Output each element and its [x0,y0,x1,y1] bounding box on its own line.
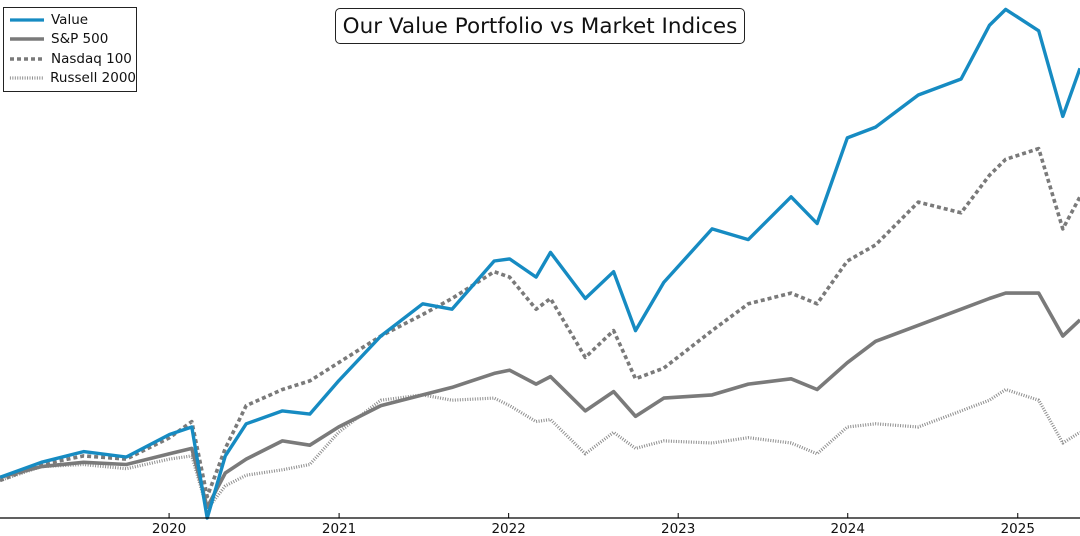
legend-swatch-sp500 [10,37,44,42]
series-layer [0,7,1080,520]
legend-entry-sp500: S&P 500 [4,30,136,50]
x-tick-label-2023: 2023 [661,521,695,536]
legend: Value S&P 500 Nasdaq 100 Russell 2000 [3,7,137,92]
legend-swatch-nasdaq [10,56,44,61]
legend-label-sp500: S&P 500 [51,31,109,48]
x-tick-label-2024: 2024 [831,521,865,536]
series-line-value [0,7,1080,520]
chart-title: Our Value Portfolio vs Market Indices [335,8,745,44]
series-line-russell-2000 [0,387,1080,511]
legend-swatch-value [10,18,44,22]
x-tick-label-2020: 2020 [152,521,186,536]
x-tick-layer: 2020 2021 2022 2023 2024 2025 [152,513,1035,536]
legend-label-value: Value [51,11,89,28]
legend-label-nasdaq: Nasdaq 100 [51,50,132,67]
x-tick-label-2025: 2025 [1001,521,1035,536]
legend-entry-nasdaq: Nasdaq 100 [4,49,136,69]
legend-label-russell: Russell 2000 [50,70,136,87]
legend-entry-russell: Russell 2000 [4,69,136,89]
x-tick-label-2021: 2021 [322,521,356,536]
series-line-nasdaq-100 [0,146,1080,499]
series-line-s-p-500 [0,291,1080,510]
legend-entry-value: Value [4,10,136,30]
legend-swatch-russell [9,76,44,80]
x-tick-label-2022: 2022 [491,521,525,536]
